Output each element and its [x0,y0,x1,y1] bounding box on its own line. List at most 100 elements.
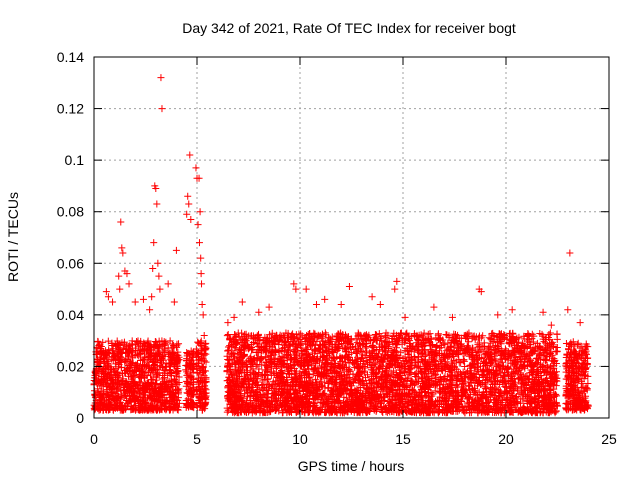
data-point [159,356,167,364]
data-point [107,365,115,373]
data-point [158,343,166,351]
data-point [123,386,131,394]
data-point [146,371,154,379]
data-point [189,380,197,388]
data-point [174,356,182,364]
data-point [155,390,163,398]
data-point [465,338,473,346]
data-point [100,355,108,363]
data-point [184,350,192,358]
data-point [116,398,124,406]
data-point [175,399,183,407]
data-point [140,361,148,369]
data-point [168,368,176,376]
data-point [103,369,111,377]
data-point [139,342,147,350]
data-point [161,348,169,356]
data-point [187,390,195,398]
data-point [104,374,112,382]
data-point [160,399,168,407]
data-point [172,404,180,412]
data-point [128,352,136,360]
data-point [97,390,105,398]
data-point [166,337,174,345]
data-point [109,353,117,361]
data-point [156,385,164,393]
data-point [186,362,194,370]
data-point [104,337,112,345]
data-point [135,373,143,381]
data-point [131,401,139,409]
data-point [120,391,128,399]
data-point [149,376,157,384]
data-point [127,403,135,411]
data-point [133,360,141,368]
data-point [127,395,135,403]
data-point [186,379,194,387]
data-point [112,370,120,378]
data-point [91,368,99,376]
data-point [170,397,178,405]
data-point [186,402,194,410]
data-point [131,351,139,359]
data-point [170,375,178,383]
data-point [170,341,178,349]
data-point [144,362,152,370]
data-point [145,343,153,351]
data-point [144,353,152,361]
data-point [155,345,163,353]
data-point [112,342,120,350]
data-point [115,349,123,357]
data-point [122,391,130,399]
data-point [117,363,125,371]
data-point [165,406,173,414]
data-point [124,380,132,388]
data-point [145,341,153,349]
data-point [154,397,162,405]
data-point [158,406,166,414]
data-point [146,350,154,358]
data-point [148,355,156,363]
data-point [108,384,116,392]
data-point [95,406,103,414]
data-point [136,379,144,387]
data-point [152,387,160,395]
data-point [169,391,177,399]
data-point [113,341,121,349]
data-point [189,360,197,368]
data-point [435,335,443,343]
data-point [185,356,193,364]
data-point [139,369,147,377]
data-point [170,392,178,400]
data-point [128,341,136,349]
data-point [113,347,121,355]
data-point [146,385,154,393]
data-point [132,346,140,354]
data-point [111,351,119,359]
data-point [135,396,143,404]
data-point [113,403,121,411]
data-point [122,342,130,350]
data-point [122,369,130,377]
data-point [121,405,129,413]
data-point [102,396,110,404]
data-point [109,347,117,355]
data-point [139,406,147,414]
data-point [185,362,193,370]
data-point [132,366,140,374]
data-point [162,363,170,371]
data-point [165,403,173,411]
data-point [136,350,144,358]
data-point [134,339,142,347]
data-point [113,385,121,393]
data-points [90,74,592,417]
data-point [95,375,103,383]
data-point [142,399,150,407]
data-point [124,349,132,357]
data-point [118,348,126,356]
data-point [98,350,106,358]
data-point [130,387,138,395]
data-point [116,380,124,388]
data-point [223,408,231,416]
data-point [182,366,190,374]
